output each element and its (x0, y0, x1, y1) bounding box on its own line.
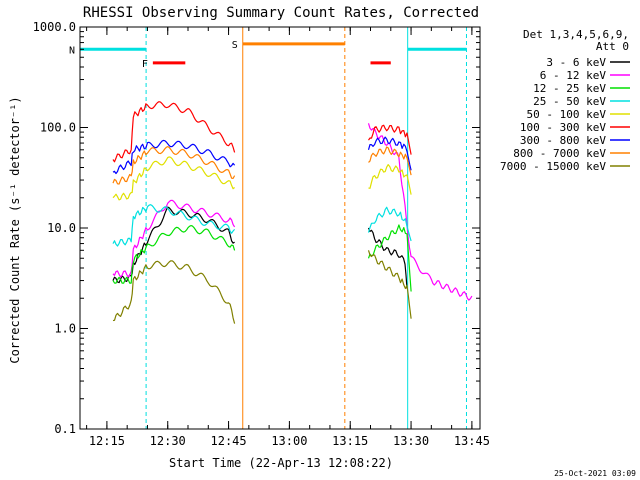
x-tick-label-4: 13:15 (332, 434, 368, 448)
series-50-100-kev-segment-1 (368, 164, 412, 195)
chart-title: RHESSI Observing Summary Count Rates, Co… (83, 5, 479, 21)
legend-label-800-7000-kev: 800 - 7000 keV (513, 147, 606, 160)
series-6-12-kev-segment-0 (112, 199, 236, 278)
x-tick-label-1: 12:30 (150, 434, 186, 448)
legend-label-7000-15000-kev: 7000 - 15000 keV (500, 160, 606, 173)
series-25-50-kev-segment-0 (112, 204, 236, 247)
series-800-7000-kev-segment-1 (368, 146, 412, 176)
legend-label-300-800-kev: 300 - 800 keV (520, 134, 606, 147)
marker-lines (79, 27, 467, 429)
series-12-25-kev-segment-0 (112, 225, 236, 284)
series-50-100-kev-segment-0 (112, 156, 235, 201)
legend-label-12-25-kev: 12 - 25 keV (533, 82, 606, 95)
legend-label-6-12-kev: 6 - 12 keV (540, 69, 607, 82)
plot-frame (79, 26, 481, 430)
x-tick-label-2: 12:45 (211, 434, 247, 448)
x-tick-label-5: 13:30 (393, 434, 429, 448)
series-7000-15000-kev-segment-1 (367, 250, 412, 319)
x-tick-label-6: 13:45 (454, 434, 490, 448)
flag-label-f: F (142, 59, 148, 70)
legend-label-3-6-kev: 3 - 6 keV (546, 56, 606, 69)
y-tick-label-1: 1.0 (54, 322, 76, 336)
x-axis-ticks: 12:15 12:30 12:45 13:00 13:15 13:30 13:45 (86, 27, 490, 448)
y-tick-label-0: 0.1 (54, 422, 76, 436)
series-7000-15000-kev-segment-0 (112, 260, 236, 324)
series-3-6-kev-segment-1 (367, 227, 408, 289)
flag-label-s: S (232, 40, 238, 51)
series-300-800-kev-segment-1 (367, 136, 412, 171)
series-lines (112, 101, 473, 324)
legend-label-25-50-kev: 25 - 50 keV (533, 95, 606, 108)
y-tick-label-4: 1000.0 (33, 20, 76, 34)
x-tick-label-0: 12:15 (89, 434, 125, 448)
y-tick-label-2: 10.0 (47, 221, 76, 235)
series-800-7000-kev-segment-0 (112, 146, 236, 185)
series-6-12-kev-segment-1 (367, 123, 473, 301)
x-tick-label-3: 13:00 (271, 434, 307, 448)
series-300-800-kev-segment-0 (112, 139, 236, 175)
series-100-300-kev-segment-1 (368, 124, 412, 155)
series-12-25-kev-segment-1 (367, 224, 412, 292)
legend-title-line-1: Det 1,3,4,5,6,9, (523, 28, 629, 41)
legend-label-100-300-kev: 100 - 300 keV (520, 121, 606, 134)
footer-timestamp: 25-Oct-2021 03:09 (554, 469, 636, 478)
y-tick-label-3: 100.0 (40, 121, 76, 135)
series-100-300-kev-segment-0 (112, 101, 236, 163)
flag-bars: N F S (69, 40, 467, 70)
series-25-50-kev-segment-1 (367, 206, 412, 242)
y-axis-ticks: 0.1 1.0 10.0 100.0 1000.0 (33, 20, 480, 436)
legend-title-line-2: Att 0 (596, 40, 629, 53)
flag-label-n: N (69, 45, 75, 56)
x-axis-label: Start Time (22-Apr-13 12:08:22) (169, 456, 393, 470)
y-axis-label: Corrected Count Rate (s⁻¹ detector⁻¹) (8, 96, 22, 363)
legend-label-50-100-kev: 50 - 100 keV (527, 108, 607, 121)
